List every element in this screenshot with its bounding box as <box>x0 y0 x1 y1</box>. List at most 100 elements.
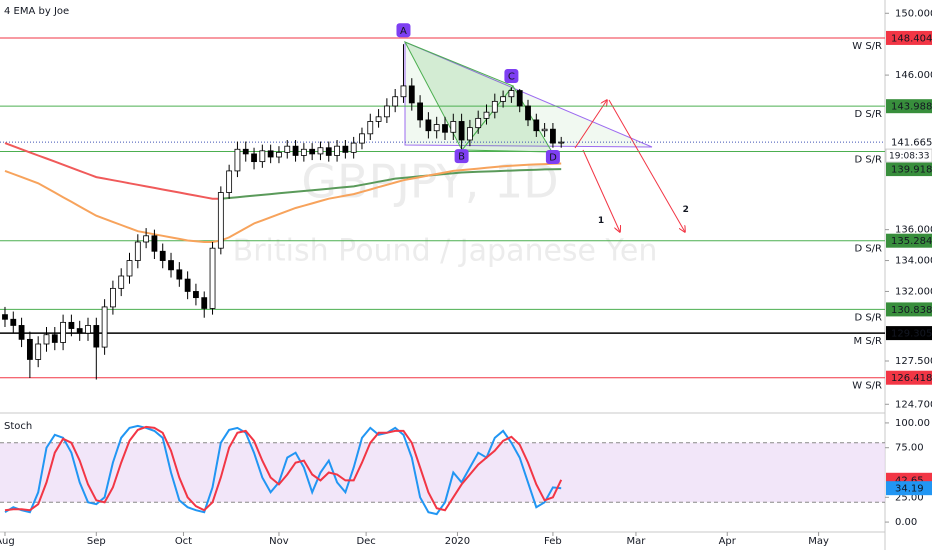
level-label: D S/R <box>854 244 882 255</box>
candle-body <box>267 150 274 158</box>
stoch-d-line <box>4 425 563 512</box>
candle-body <box>168 260 174 271</box>
ema-line <box>220 168 562 200</box>
projection-arrow <box>582 149 620 232</box>
projection-arrow <box>608 99 685 232</box>
candle-body <box>400 85 407 98</box>
y-tick-label: 146.000 <box>895 70 932 81</box>
price-tag <box>886 370 932 385</box>
watermark: GBPJPY, 1D <box>301 155 558 209</box>
indicator-title: Stoch <box>4 421 32 432</box>
level-label: D S/R <box>854 312 882 323</box>
candle-body <box>51 334 58 343</box>
candle-body <box>68 321 75 329</box>
watermark-subtitle: British Pound / Japanese Yen <box>233 234 658 269</box>
chart-title: 4 EMA by Joe <box>4 6 69 17</box>
y-tick-label: 127.500 <box>895 356 932 367</box>
x-tick-label: Apr <box>719 536 737 547</box>
y-tick-label: 124.700 <box>895 399 932 410</box>
level-label: W S/R <box>852 41 882 52</box>
level-label: M S/R <box>854 336 883 347</box>
candle-body <box>126 260 133 277</box>
price-tag-label: 148.404 <box>891 33 932 44</box>
candle-body <box>475 117 482 129</box>
candle-body <box>76 328 83 334</box>
candle-body <box>193 291 199 299</box>
candle-body <box>110 287 116 308</box>
candle-body <box>201 297 208 309</box>
price-tag <box>886 99 932 114</box>
candle-body <box>466 127 473 141</box>
candle-body <box>425 119 432 132</box>
pattern-point <box>504 69 519 84</box>
stoch-y-tick-label: 75.00 <box>895 443 924 454</box>
candle-body <box>433 124 440 132</box>
candle-body <box>342 145 349 153</box>
candle-body <box>359 133 365 144</box>
candle-body <box>159 250 166 261</box>
price-tag <box>886 162 932 177</box>
candle-body <box>234 148 241 172</box>
ema-line <box>4 162 562 243</box>
candle-body <box>392 96 399 107</box>
x-tick-label: Aug <box>0 536 15 547</box>
candle-body <box>101 306 108 348</box>
x-tick-label: Oct <box>175 536 192 547</box>
candle-body <box>334 145 340 156</box>
candle-body <box>2 314 8 320</box>
pattern-point-label: A <box>400 26 407 37</box>
x-tick-label: Dec <box>356 536 375 547</box>
candle-body <box>442 124 448 133</box>
y-tick-label: 150.000 <box>895 8 932 19</box>
stoch-k-line <box>4 424 562 516</box>
y-tick-label: 134.000 <box>895 256 932 267</box>
x-tick-label: Nov <box>269 536 289 547</box>
candle-body <box>533 119 540 132</box>
price-tag <box>886 135 932 150</box>
candle-body <box>350 142 357 153</box>
price-tag-label: 130.838 <box>891 305 932 316</box>
candle-body <box>10 318 17 326</box>
x-tick-label: Feb <box>544 536 562 547</box>
price-tag-label: 141.665 <box>891 138 932 149</box>
price-tag-label: 139.918 <box>891 165 932 176</box>
stoch-y-tick-label: 0.00 <box>895 517 917 528</box>
price-tag <box>886 326 932 341</box>
stoch-band <box>0 442 885 503</box>
candle-body <box>516 90 523 107</box>
candle-body <box>508 90 515 98</box>
x-tick-label: May <box>808 536 829 547</box>
x-tick-label: Sep <box>87 536 106 547</box>
candle-body <box>143 235 150 243</box>
price-tag-label: 135.284 <box>891 236 932 247</box>
candle-body <box>367 121 374 135</box>
candle-body <box>259 150 266 163</box>
candle-body <box>375 116 382 122</box>
candle-body <box>118 275 125 289</box>
candle-body <box>276 151 282 158</box>
candle-body <box>458 121 465 141</box>
projection-label: 1 <box>598 216 604 226</box>
candle-body <box>151 235 158 252</box>
stoch-tag-label: 34.19 <box>895 484 924 495</box>
pattern-point <box>396 23 411 38</box>
countdown-tag <box>885 148 932 163</box>
candle-body <box>35 343 42 360</box>
candle-body <box>85 325 91 334</box>
pattern-point <box>454 149 469 164</box>
candle-body <box>209 247 216 309</box>
pattern-point <box>545 150 560 164</box>
candle-body <box>383 105 390 118</box>
stoch-y-tick-label: 100.00 <box>895 418 930 429</box>
candle-body <box>417 102 423 121</box>
price-tag <box>886 233 932 248</box>
pattern-point-label: B <box>458 152 465 163</box>
pattern-point-label: C <box>508 72 515 83</box>
candle-body <box>134 241 141 261</box>
candle-body <box>18 325 25 340</box>
pattern-point-label: D <box>549 153 557 164</box>
x-tick-label: Mar <box>627 536 647 547</box>
price-tag-label: 143.988 <box>891 102 932 113</box>
candle-body <box>500 96 507 102</box>
